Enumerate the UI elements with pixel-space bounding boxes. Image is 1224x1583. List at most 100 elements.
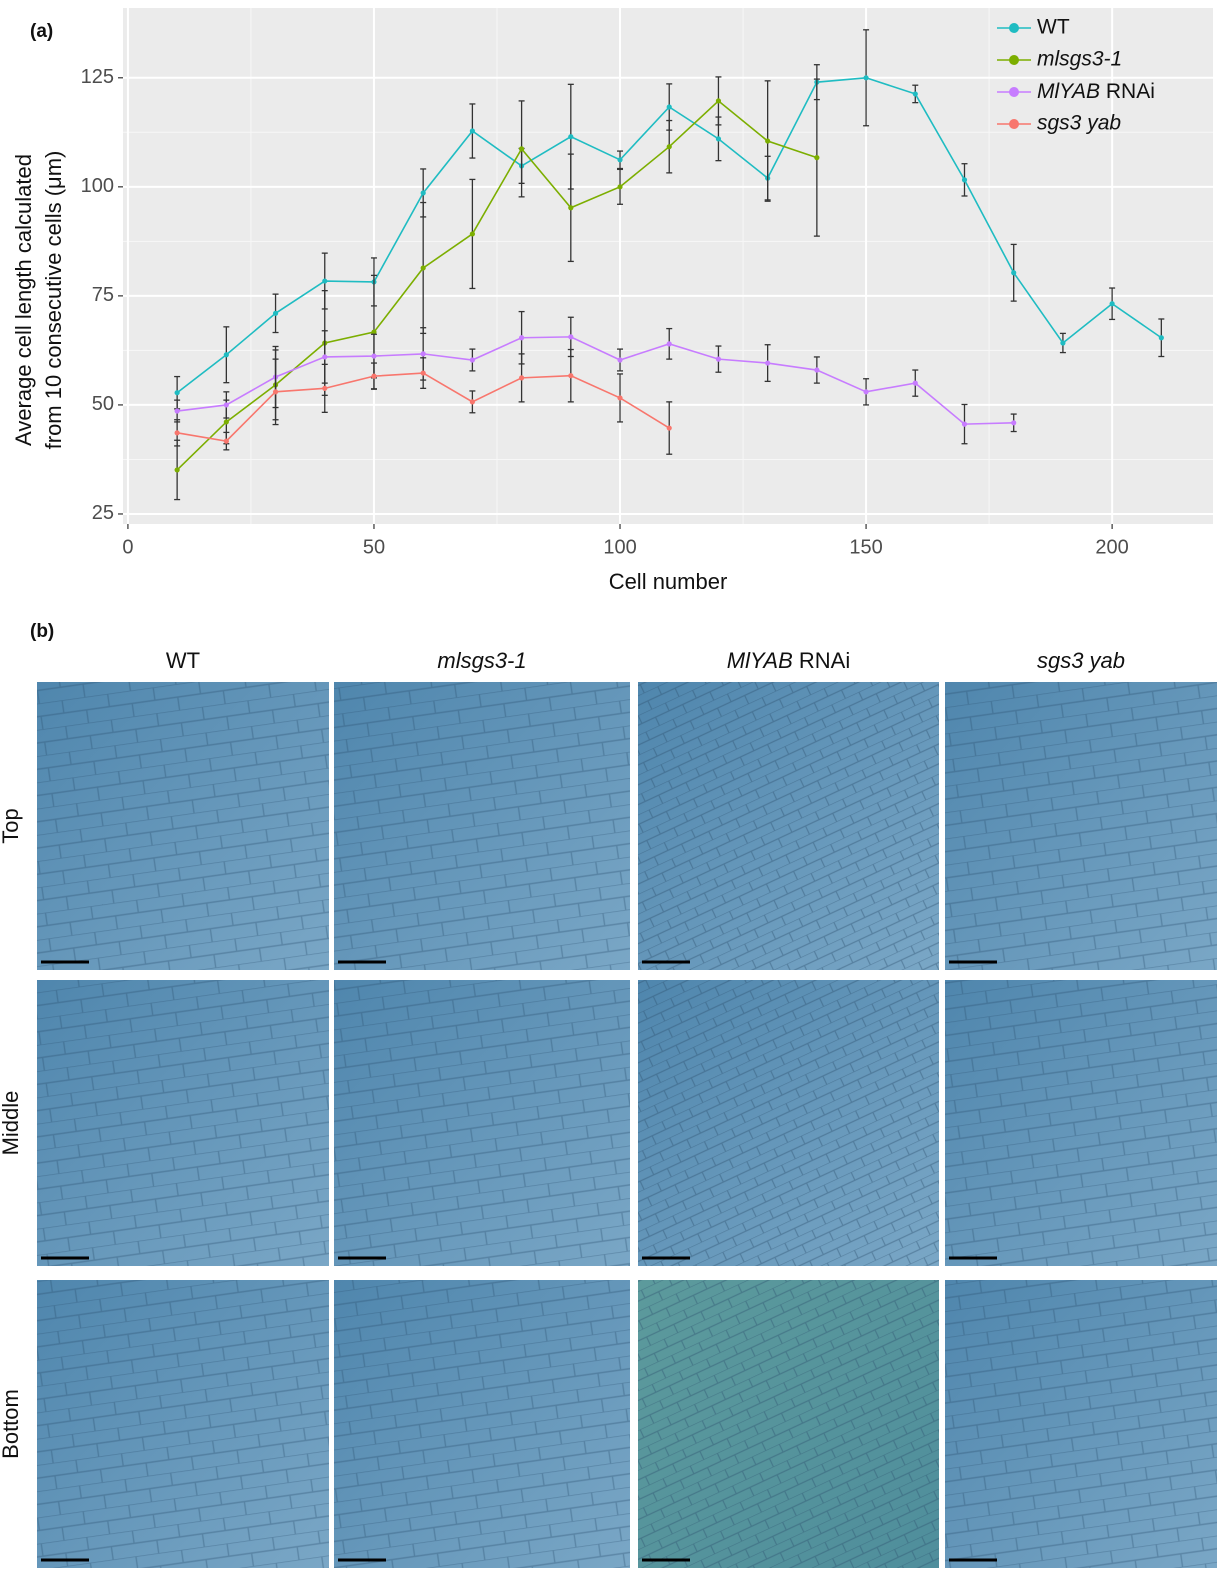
data-point — [617, 157, 623, 163]
micrograph-cells — [638, 980, 939, 1266]
data-point — [420, 370, 426, 376]
data-point — [174, 467, 180, 473]
data-point — [371, 373, 377, 379]
column-label: WT — [166, 648, 200, 673]
micrograph-cells — [945, 980, 1217, 1266]
data-point — [272, 310, 279, 316]
legend-dot — [1009, 119, 1019, 129]
data-point — [814, 155, 820, 161]
data-point — [568, 334, 574, 340]
x-tick-label: 200 — [1095, 536, 1128, 558]
y-tick-label: 25 — [92, 502, 114, 524]
data-point — [715, 356, 722, 362]
micrograph-cells — [334, 682, 630, 970]
data-point — [617, 357, 623, 363]
data-point — [666, 144, 672, 150]
y-tick-label: 75 — [92, 284, 114, 306]
data-point — [223, 402, 229, 408]
data-point — [715, 98, 722, 104]
column-label: MlYAB RNAi — [727, 648, 850, 673]
micrograph-cells — [334, 1280, 630, 1568]
x-tick-label: 150 — [849, 536, 882, 558]
y-axis-title: Average cell length calculated — [11, 154, 36, 446]
data-point — [666, 341, 672, 347]
column-label-part: RNAi — [793, 648, 850, 673]
data-point — [469, 231, 475, 237]
micrograph-cells — [638, 1280, 939, 1568]
legend-label-part: MlYAB — [1037, 80, 1100, 103]
data-point — [1109, 301, 1115, 307]
column-label: mlsgs3-1 — [437, 648, 526, 673]
row-label: Middle — [0, 1091, 23, 1156]
data-point — [420, 190, 426, 196]
y-tick-label: 100 — [81, 175, 114, 197]
data-point — [322, 354, 328, 360]
x-tick-label: 0 — [122, 536, 133, 558]
micrograph-cells — [638, 682, 939, 970]
data-point — [715, 136, 722, 142]
data-point — [568, 205, 574, 211]
data-point — [519, 146, 525, 152]
micrograph-cells — [945, 682, 1217, 970]
x-tick-label: 50 — [363, 536, 385, 558]
data-point — [469, 399, 475, 405]
column-label: sgs3 yab — [1037, 648, 1125, 673]
data-point — [863, 75, 869, 81]
series-line — [176, 99, 818, 471]
data-point — [519, 335, 525, 341]
data-point — [1011, 420, 1017, 426]
panel-label: (a) — [30, 21, 53, 42]
legend-label-part: RNAi — [1100, 80, 1155, 103]
data-point — [322, 385, 328, 391]
data-point — [961, 421, 968, 427]
data-point — [1060, 340, 1066, 346]
row-label: Bottom — [0, 1389, 23, 1459]
row-label: Top — [0, 808, 23, 843]
panel-label: (b) — [30, 621, 54, 642]
data-point — [617, 395, 623, 401]
data-point — [469, 357, 475, 363]
micrograph-cells — [37, 980, 329, 1266]
data-point — [272, 389, 279, 395]
legend-dot — [1009, 87, 1019, 97]
data-point — [174, 430, 180, 436]
legend-label: MlYAB RNAi — [1037, 80, 1155, 103]
data-point — [519, 375, 525, 381]
data-point — [223, 419, 229, 425]
data-point — [961, 177, 968, 183]
data-point — [420, 265, 426, 271]
data-point — [666, 104, 672, 110]
x-tick-label: 100 — [603, 536, 636, 558]
y-axis-title: from 10 consecutive cells (μm) — [41, 151, 66, 450]
data-point — [863, 389, 869, 395]
data-point — [912, 91, 918, 97]
data-point — [814, 367, 820, 373]
legend-dot — [1009, 23, 1019, 33]
data-point — [568, 373, 574, 379]
data-point — [322, 278, 328, 284]
data-point — [223, 352, 229, 358]
legend-label: WT — [1037, 16, 1070, 39]
micrograph-cells — [334, 980, 630, 1266]
micrograph-cells — [37, 682, 329, 970]
micrograph-cells — [945, 1280, 1217, 1568]
plot-background — [123, 8, 1213, 524]
data-point — [371, 353, 377, 359]
data-point — [912, 380, 918, 386]
data-point — [765, 138, 771, 144]
data-point — [174, 390, 180, 396]
data-point — [420, 351, 426, 357]
data-point — [1158, 335, 1164, 341]
data-point — [617, 184, 623, 190]
data-point — [223, 438, 229, 444]
data-point — [666, 425, 672, 431]
legend-label: mlsgs3-1 — [1037, 48, 1122, 71]
data-point — [765, 360, 771, 366]
y-tick-label: 50 — [92, 393, 114, 415]
legend-dot — [1009, 55, 1019, 65]
x-axis-title: Cell number — [609, 569, 728, 594]
data-point — [1011, 270, 1017, 276]
legend-label: sgs3 yab — [1037, 112, 1121, 135]
series-line — [177, 336, 1014, 425]
